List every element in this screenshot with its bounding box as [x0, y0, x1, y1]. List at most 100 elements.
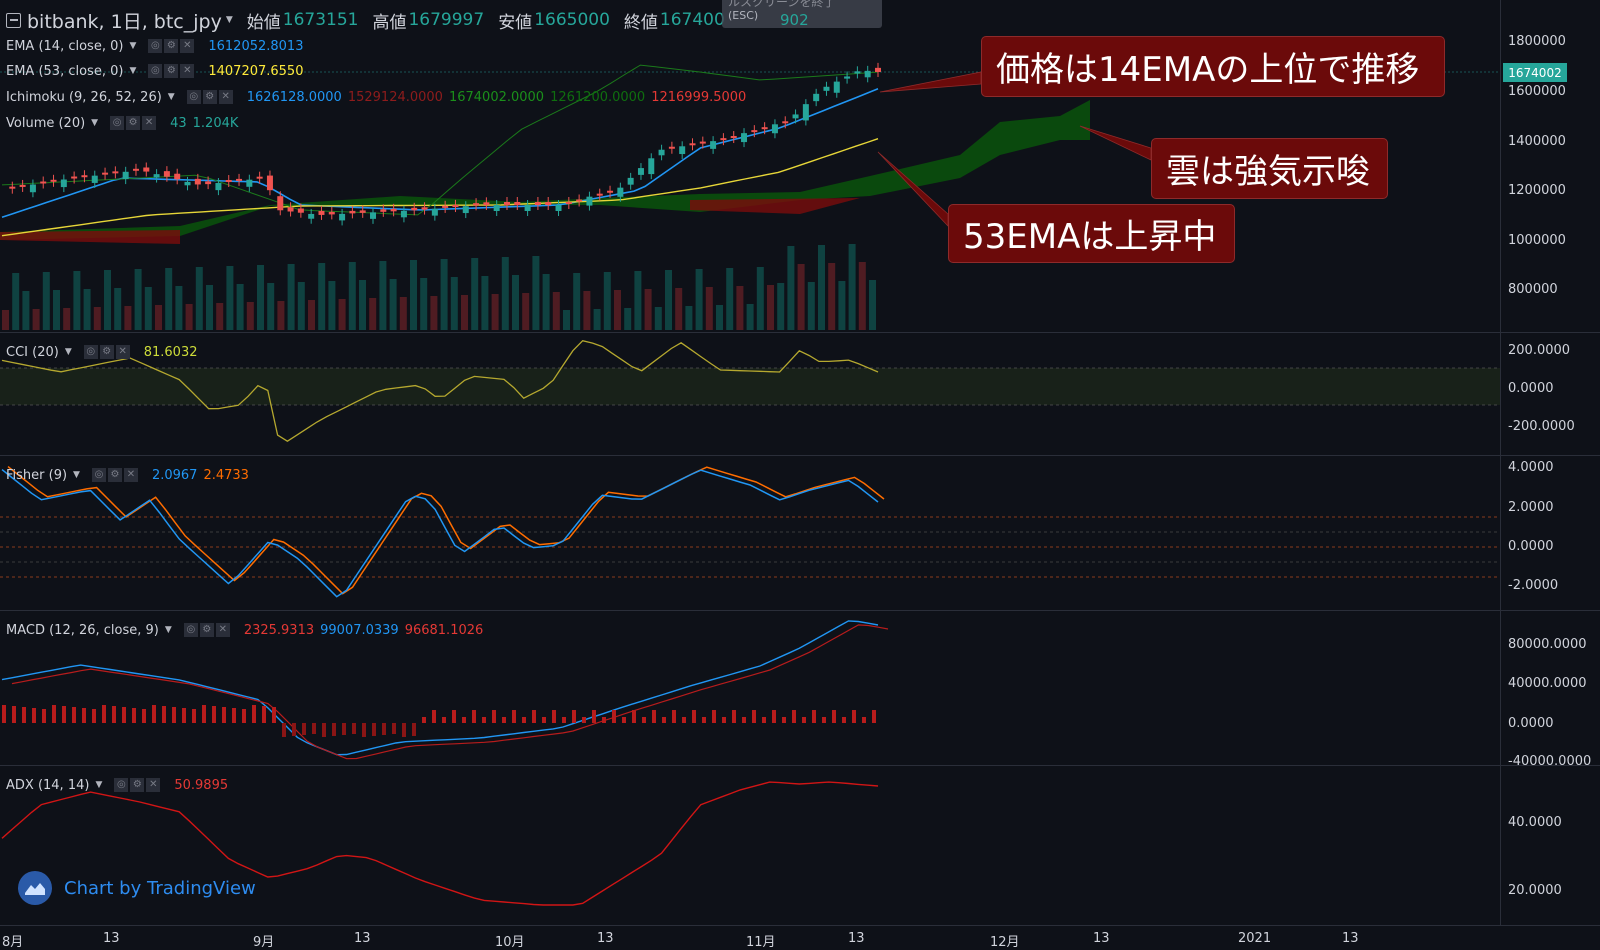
eye-icon[interactable]: ◎ [110, 116, 125, 130]
macd-histogram-bar [202, 705, 206, 723]
chevron-down-icon[interactable]: ▼ [73, 470, 80, 480]
macd-histogram-bar [432, 710, 436, 723]
legend-cci[interactable]: CCI (20) ▼ ◎ ⚙ ✕ 81.6032 [6, 342, 198, 362]
tooltip-text: ルスクリーンを終了 [728, 0, 836, 9]
callout-cloud-bullish[interactable]: 雲は強気示唆 [1151, 138, 1388, 199]
macd-histogram-bar [2, 705, 6, 723]
legend-macd[interactable]: MACD (12, 26, close, 9) ▼ ◎ ⚙ ✕ 2325.9313 … [6, 620, 483, 640]
legend-adx[interactable]: ADX (14, 14) ▼ ◎ ⚙ ✕ 50.9895 [6, 775, 228, 795]
candle-body [844, 76, 851, 79]
macd-histogram-bar [452, 710, 456, 723]
close-icon[interactable]: ✕ [123, 468, 138, 482]
symbol-label[interactable]: bitbank, 1日, btc_jpy [27, 10, 222, 33]
chevron-down-icon[interactable]: ▼ [225, 15, 233, 25]
macd-histogram-bar [342, 723, 346, 735]
collapse-icon[interactable] [6, 12, 21, 28]
close-icon[interactable]: ✕ [180, 64, 195, 78]
close-icon[interactable]: ✕ [180, 39, 195, 53]
eye-icon[interactable]: ◎ [83, 345, 98, 359]
last-price-tag: 1674002 [1503, 63, 1567, 82]
candle-body [102, 172, 109, 175]
volume-bar [501, 257, 509, 330]
gear-icon[interactable]: ⚙ [164, 64, 179, 78]
ema14-line [1, 88, 879, 219]
close-icon[interactable]: ✕ [218, 90, 233, 104]
gear-icon[interactable]: ⚙ [107, 468, 122, 482]
callout-price-above-ema14[interactable]: 価格は14EMAの上位で推移 [981, 36, 1445, 97]
volume-bar [348, 262, 356, 330]
candle-body [287, 207, 294, 212]
exit-fullscreen-tooltip[interactable]: ルスクリーンを終了 (ESC) 902 (+0.05%) [722, 0, 882, 28]
volume-bar [603, 272, 611, 330]
volume-bar [144, 287, 152, 330]
legend-ema14[interactable]: EMA (14, close, 0) ▼ ◎ ⚙ ✕ 1612052.8013 [6, 36, 303, 56]
tradingview-branding[interactable]: Chart by TradingView [18, 871, 256, 905]
eye-icon[interactable]: ◎ [148, 64, 163, 78]
chevron-down-icon[interactable]: ▼ [64, 347, 72, 357]
close-icon[interactable]: ✕ [146, 778, 161, 792]
volume-bar [726, 268, 734, 330]
volume-bar [481, 276, 489, 330]
volume-bar [593, 309, 601, 330]
chevron-down-icon[interactable]: ▼ [129, 41, 137, 51]
legend-volume[interactable]: Volume (20) ▼ ◎ ⚙ ✕ 43 1.204K [6, 113, 238, 133]
gear-icon[interactable]: ⚙ [164, 39, 179, 53]
macd-histogram-bar [662, 717, 666, 723]
gear-icon[interactable]: ⚙ [199, 623, 214, 637]
legend-ema53[interactable]: EMA (53, close, 0) ▼ ◎ ⚙ ✕ 1407207.6550 [6, 61, 303, 81]
close-icon[interactable]: ✕ [215, 623, 230, 637]
volume-label: Volume (20) [6, 115, 86, 131]
candle-body [153, 174, 160, 178]
eye-icon[interactable]: ◎ [114, 778, 129, 792]
pane-divider-fisher[interactable] [0, 455, 1600, 456]
candle-body [586, 196, 593, 206]
volume-bar [277, 301, 285, 330]
gear-icon[interactable]: ⚙ [126, 116, 141, 130]
eye-icon[interactable]: ◎ [186, 90, 201, 104]
chevron-down-icon[interactable]: ▼ [95, 780, 103, 790]
candle-body [318, 210, 325, 215]
pane-divider-adx[interactable] [0, 765, 1600, 766]
low-label: 安値 [498, 12, 533, 33]
volume-bar [440, 259, 448, 330]
candle-body [132, 168, 139, 171]
macd-histogram-bar [372, 723, 376, 736]
volume-bar [297, 282, 305, 330]
pane-divider-cci[interactable] [0, 332, 1600, 333]
eye-icon[interactable]: ◎ [148, 39, 163, 53]
close-icon[interactable]: ✕ [115, 345, 130, 359]
indicator-controls: ◎ ⚙ ✕ [183, 623, 230, 637]
tradingview-logo-icon [18, 871, 52, 905]
gear-icon[interactable]: ⚙ [130, 778, 145, 792]
fisher-trigger-line [7, 466, 885, 595]
candle-body [400, 210, 407, 218]
pane-divider-macd[interactable] [0, 610, 1600, 611]
candle-body [483, 202, 490, 205]
time-axis-tick: 13 [1342, 931, 1359, 946]
macd-signal-line [11, 624, 889, 760]
legend-ichimoku[interactable]: Ichimoku (9, 26, 52, 26) ▼ ◎ ⚙ ✕ 1626128.0… [6, 87, 746, 107]
volume-bar [410, 260, 417, 330]
close-icon[interactable]: ✕ [142, 116, 157, 130]
gear-icon[interactable]: ⚙ [99, 345, 114, 359]
volume-bar [420, 278, 428, 330]
callout-ema53-rising[interactable]: 53EMAは上昇中 [948, 204, 1235, 263]
chevron-down-icon[interactable]: ▼ [164, 625, 172, 635]
indicator-controls: ◎ ⚙ ✕ [91, 468, 138, 482]
chevron-down-icon[interactable]: ▼ [129, 66, 137, 76]
cci-value: 81.6032 [143, 344, 198, 360]
macd-histogram-bar [742, 717, 746, 723]
gear-icon[interactable]: ⚙ [202, 90, 217, 104]
chevron-down-icon[interactable]: ▼ [91, 118, 99, 128]
eye-icon[interactable]: ◎ [91, 468, 106, 482]
candle-body [679, 146, 686, 155]
candle-body [225, 180, 232, 183]
eye-icon[interactable]: ◎ [183, 623, 198, 637]
macd-histogram-bar [212, 706, 216, 723]
chevron-down-icon[interactable]: ▼ [167, 92, 175, 102]
macd-histogram-bar [862, 717, 866, 723]
legend-fisher[interactable]: Fisher (9) ▼ ◎ ⚙ ✕ 2.0967 2.4733 [6, 465, 249, 485]
volume-bar [379, 261, 387, 330]
fisher-line [1, 469, 879, 598]
